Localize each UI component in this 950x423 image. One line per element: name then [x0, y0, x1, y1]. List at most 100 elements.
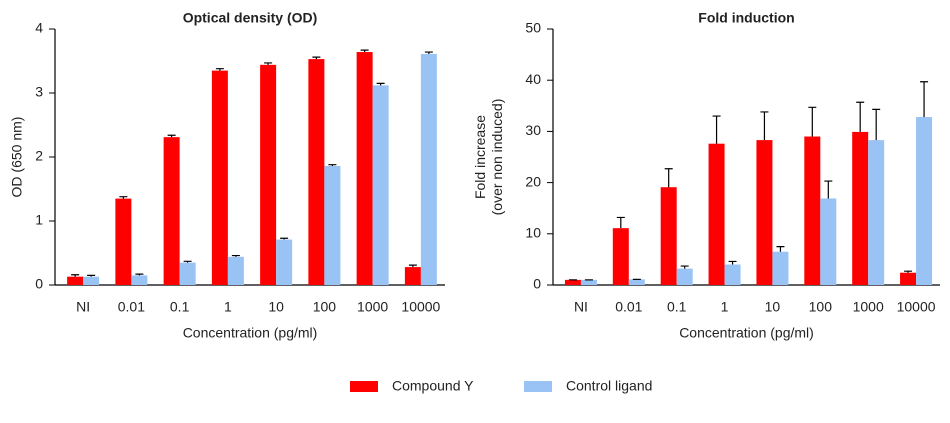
error-bar [312, 56, 321, 60]
error-bar [280, 237, 289, 240]
y-tick-label: 3 [35, 84, 43, 100]
error-bar [856, 101, 865, 132]
error-bar [328, 164, 337, 166]
bar [724, 264, 741, 285]
x-tick-label: 1 [721, 299, 729, 315]
x-tick-label: 0.1 [170, 299, 190, 315]
x-tick-label: 1000 [357, 299, 388, 315]
bar [308, 59, 325, 285]
bar [916, 117, 933, 286]
error-bar [904, 270, 913, 273]
error-bar [808, 106, 817, 137]
bar [115, 198, 132, 285]
error-bar [264, 62, 273, 65]
x-tick-label: 10 [765, 299, 781, 315]
y-axis-label: OD (650 nm) [9, 117, 25, 198]
error-bar [664, 168, 673, 188]
error-bar [167, 134, 176, 138]
x-tick-label: 0.01 [118, 299, 145, 315]
bar [804, 136, 821, 285]
bar [660, 187, 677, 285]
y-tick-label: 50 [525, 20, 541, 36]
error-bar [872, 108, 881, 141]
bar [276, 239, 293, 285]
legend-swatch [350, 381, 378, 392]
x-tick-label: 100 [313, 299, 337, 315]
legend-label: Compound Y [392, 378, 474, 394]
y-tick-label: 0 [533, 276, 541, 292]
error-bar [360, 49, 369, 53]
bar [131, 275, 148, 285]
error-bar [824, 180, 833, 199]
error-bar [87, 274, 96, 277]
x-tick-label: 10000 [897, 299, 936, 315]
bar [324, 165, 341, 285]
x-tick-label: 0.1 [667, 299, 687, 315]
bar [163, 137, 180, 285]
chart-title: Optical density (OD) [183, 10, 318, 26]
bar [260, 64, 277, 285]
error-bar [71, 274, 80, 277]
bar [708, 143, 725, 285]
bar [580, 279, 597, 285]
bar [676, 268, 693, 285]
error-bar [215, 68, 224, 71]
x-tick-label: 100 [809, 299, 833, 315]
y-tick-label: 30 [525, 122, 541, 138]
x-tick-label: 1 [224, 299, 232, 315]
y-tick-label: 2 [35, 148, 43, 164]
error-bar [616, 216, 625, 229]
bar [179, 262, 196, 285]
bar [900, 272, 917, 285]
y-tick-label: 1 [35, 212, 43, 228]
bar [356, 52, 373, 285]
error-bar [119, 196, 128, 199]
bar [564, 279, 581, 285]
bar [420, 53, 437, 286]
y-tick-label: 40 [525, 71, 541, 87]
x-tick-label: 10 [268, 299, 284, 315]
y-tick-label: 20 [525, 173, 541, 189]
legend-label: Control ligand [566, 378, 652, 394]
y-tick-label: 0 [35, 276, 43, 292]
error-bar [408, 264, 417, 268]
bar [372, 85, 389, 285]
error-bar [680, 265, 689, 269]
x-tick-label: NI [574, 299, 588, 315]
error-bar [424, 51, 433, 54]
bar [820, 198, 837, 285]
error-bar [231, 254, 240, 257]
error-bar [760, 111, 769, 141]
y-tick-label: 4 [35, 20, 43, 36]
error-bar [920, 81, 929, 118]
bar [404, 267, 421, 285]
x-tick-label: 10000 [401, 299, 440, 315]
x-axis-label: Concentration (pg/ml) [183, 325, 318, 341]
x-tick-label: NI [76, 299, 90, 315]
chart-title: Fold induction [698, 10, 794, 26]
error-bar [712, 115, 721, 144]
error-bar [728, 260, 737, 265]
bar [83, 276, 100, 285]
bar [211, 70, 228, 285]
x-tick-label: 0.01 [615, 299, 642, 315]
bar [852, 131, 869, 285]
legend-swatch [524, 381, 552, 392]
bar [868, 140, 885, 285]
bar [628, 279, 645, 285]
bar [227, 256, 244, 285]
bar [612, 228, 629, 285]
bar [772, 251, 789, 285]
bar [67, 276, 84, 285]
y-axis-label: (over non induced) [489, 99, 505, 216]
error-bar [376, 82, 385, 86]
bar [756, 140, 773, 285]
error-bar [135, 273, 144, 276]
y-tick-label: 10 [525, 225, 541, 241]
error-bar [776, 246, 785, 252]
error-bar [183, 260, 192, 263]
x-tick-label: 1000 [853, 299, 884, 315]
y-axis-label: Fold increase [472, 115, 488, 199]
x-axis-label: Concentration (pg/ml) [679, 325, 814, 341]
